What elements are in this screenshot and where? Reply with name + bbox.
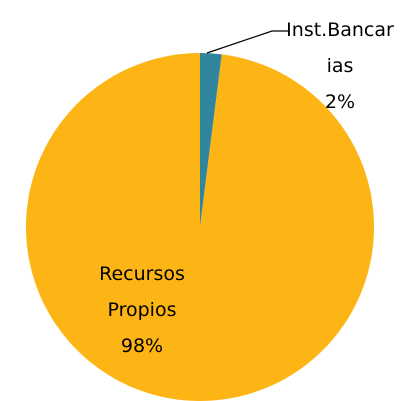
value-label: 98%: [120, 335, 164, 357]
slice-label: Inst.Bancarias 2%: [284, 12, 396, 120]
pie-slice: [25, 53, 374, 401]
slice-label: Recursos Propios 98%: [62, 256, 222, 364]
value-label: 2%: [324, 91, 356, 113]
leader-line: [206, 30, 288, 54]
category-label: Inst.Bancarias: [286, 19, 394, 77]
slices: [25, 53, 374, 401]
pie-slice: [200, 53, 222, 227]
category-label: Recursos Propios: [99, 263, 185, 321]
